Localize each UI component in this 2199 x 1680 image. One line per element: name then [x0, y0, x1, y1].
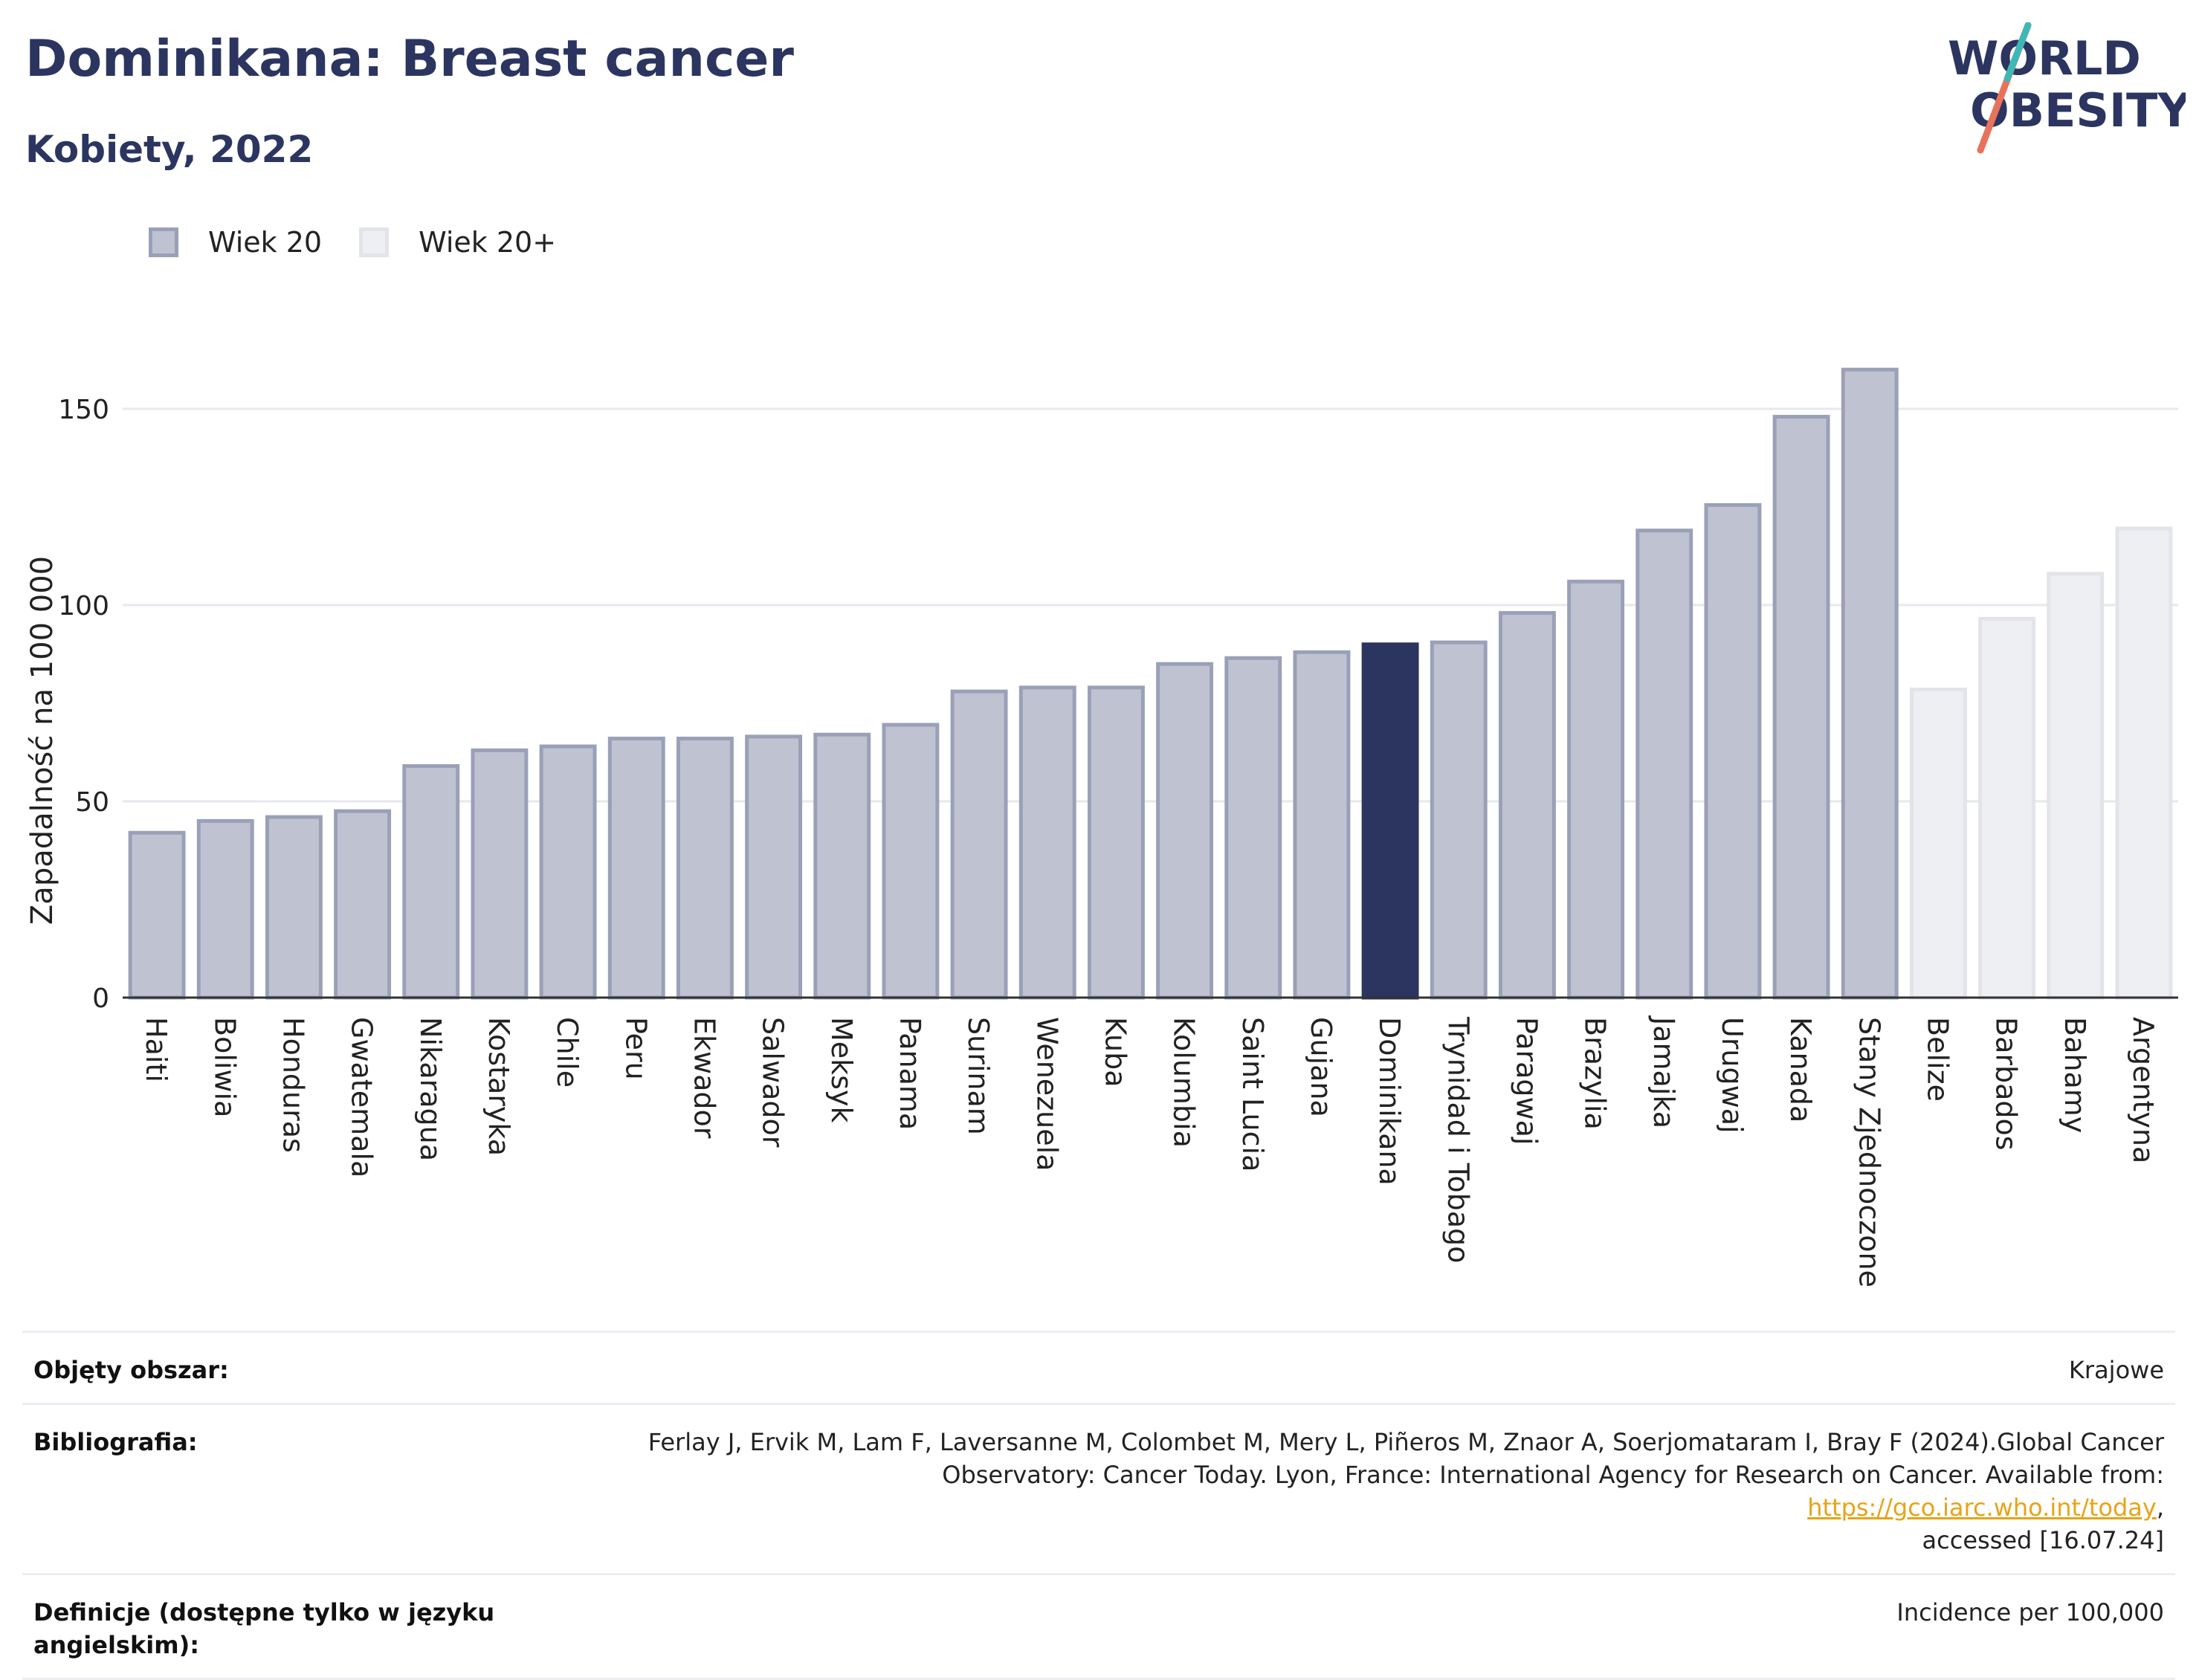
x-tick-label: Barbados	[1990, 1017, 2023, 1151]
bar-boliwia	[196, 818, 254, 1000]
y-axis-label: Zapadalność na 100 000	[25, 556, 59, 925]
chart-legend: Wiek 20 Wiek 20+	[149, 222, 593, 263]
bar-surinam	[950, 689, 1008, 1000]
x-tick-label: Paragwaj	[1510, 1017, 1543, 1145]
bar-paragwaj	[1498, 611, 1556, 1000]
x-tick-label: Brazylia	[1579, 1017, 1612, 1130]
x-tick-label: Honduras	[277, 1017, 309, 1153]
world-obesity-logo: WORLD OBESITY	[1948, 22, 2186, 154]
x-tick-label: Saint Lucia	[1236, 1017, 1269, 1172]
bar-belize	[1909, 688, 1967, 1000]
x-tick-label: Kuba	[1099, 1017, 1131, 1088]
bibliography-line3: accessed [16.07.24]	[1922, 1526, 2164, 1554]
bar-urugwaj	[1704, 503, 1762, 1000]
x-tick-label: Nikaragua	[414, 1017, 447, 1161]
x-tick-label: Gwatemala	[346, 1017, 378, 1177]
definitions-value: Incidence per 100,000	[1896, 1598, 2164, 1626]
x-tick-label: Gujana	[1305, 1017, 1337, 1117]
x-tick-label: Surinam	[962, 1017, 995, 1135]
coverage-value: Krajowe	[2068, 1356, 2164, 1384]
bibliography-label: Bibliografia:	[33, 1428, 198, 1456]
bibliography-line2-end: ,	[2156, 1493, 2164, 1522]
bibliography-line2: Observatory: Cancer Today. Lyon, France:…	[603, 1458, 2164, 1524]
y-tick-label: 0	[92, 983, 109, 1014]
x-tick-label: Stany Zjednoczone	[1853, 1017, 1885, 1288]
bar-dominikana	[1361, 642, 1419, 1000]
bar-honduras	[265, 815, 323, 1000]
chart-subtitle: Kobiety, 2022	[25, 128, 314, 171]
bar-kolumbia	[1156, 662, 1214, 1000]
bar-kanada	[1772, 415, 1830, 1000]
grid-layer	[123, 407, 2178, 803]
x-tick-label: Bahamy	[2058, 1017, 2091, 1133]
bar-trynidad-i-tobago	[1430, 640, 1488, 1000]
bibliography-line1: Ferlay J, Ervik M, Lam F, Laversanne M, …	[648, 1428, 2164, 1456]
bibliography-value: Ferlay J, Ervik M, Lam F, Laversanne M, …	[603, 1426, 2164, 1557]
bar-gujana	[1293, 650, 1351, 1000]
x-tick-label: Trynidad i Tobago	[1441, 1016, 1474, 1263]
footer-row-bibliography: Bibliografia: Ferlay J, Ervik M, Lam F, …	[22, 1403, 2175, 1573]
bar-argentyna	[2115, 526, 2173, 1000]
legend-item-age20plus[interactable]: Wiek 20+	[359, 226, 556, 259]
bar-kuba	[1087, 685, 1145, 1000]
labels-layer: 0 50 100 150 Zapadalność na 100 000 Haiti Boli…	[25, 395, 2160, 1288]
bar-bahamy	[2047, 572, 2105, 1000]
definitions-label: Definicje (dostępne tylko w języku angie…	[33, 1598, 495, 1659]
x-tick-label: Salwador	[757, 1017, 789, 1148]
bar-peru	[607, 737, 665, 1000]
x-tick-label: Haiti	[140, 1017, 172, 1082]
bar-meksyk	[813, 732, 871, 1000]
x-tick-label: Wenezuela	[1030, 1017, 1063, 1171]
bar-chile	[539, 744, 597, 1000]
bar-stany-zjednoczone	[1841, 367, 1899, 1000]
x-tick-label: Boliwia	[208, 1017, 241, 1117]
legend-label-age20: Wiek 20	[208, 226, 323, 259]
y-tick-label: 150	[58, 395, 109, 425]
bibliography-link[interactable]: https://gco.iarc.who.int/today	[1807, 1493, 2157, 1522]
bars-layer	[128, 367, 2173, 1000]
x-tick-label: Peru	[619, 1017, 652, 1080]
y-tick-label: 100	[58, 591, 109, 621]
bar-chart: 0 50 100 150 Zapadalność na 100 000 Haiti Boli…	[25, 367, 2178, 1288]
bar-gwatemala	[334, 809, 392, 1000]
logo-line1: WORLD	[1948, 31, 2141, 85]
legend-item-age20[interactable]: Wiek 20	[149, 226, 322, 259]
bar-ekwador	[676, 737, 734, 1000]
x-tick-label: Urugwaj	[1716, 1017, 1748, 1134]
bar-saint-lucia	[1224, 656, 1282, 1000]
x-tick-label: Chile	[551, 1017, 584, 1088]
x-tick-label: Argentyna	[2127, 1017, 2160, 1163]
bar-nikaragua	[402, 763, 460, 1000]
bibliography-line2-text: Observatory: Cancer Today. Lyon, France:…	[942, 1461, 2164, 1489]
coverage-label: Objęty obszar:	[33, 1356, 229, 1384]
y-tick-label: 50	[75, 787, 109, 818]
x-tick-label: Meksyk	[825, 1017, 858, 1122]
x-tick-label: Panama	[894, 1017, 926, 1130]
legend-swatch-age20plus	[359, 227, 390, 257]
x-tick-label: Kanada	[1784, 1017, 1817, 1122]
bar-salwador	[745, 734, 803, 1000]
bar-panama	[882, 723, 940, 1000]
x-tick-label: Jamajka	[1647, 1015, 1680, 1128]
chart-title: Dominikana: Breast cancer	[25, 30, 794, 88]
legend-swatch-age20	[149, 227, 178, 257]
footer-row-coverage: Objęty obszar: Krajowe	[22, 1331, 2175, 1403]
bar-haiti	[128, 830, 186, 1000]
x-tick-label: Dominikana	[1373, 1017, 1406, 1186]
x-tick-label: Ekwador	[688, 1017, 720, 1139]
x-tick-label: Kolumbia	[1168, 1017, 1201, 1148]
bar-brazylia	[1567, 579, 1625, 1000]
bar-barbados	[1978, 616, 2036, 1000]
legend-label-age20plus: Wiek 20+	[419, 226, 557, 259]
x-tick-label: Kostaryka	[482, 1017, 515, 1156]
logo-slash-teal	[2003, 22, 2032, 83]
bar-wenezuela	[1018, 685, 1076, 1000]
bar-kostaryka	[471, 748, 529, 1000]
x-tick-label: Belize	[1921, 1017, 1954, 1102]
bar-jamajka	[1635, 529, 1693, 1000]
footer-table: Objęty obszar: Krajowe Bibliografia: Fer…	[22, 1331, 2175, 1680]
footer-row-definitions: Definicje (dostępne tylko w języku angie…	[22, 1573, 2175, 1680]
